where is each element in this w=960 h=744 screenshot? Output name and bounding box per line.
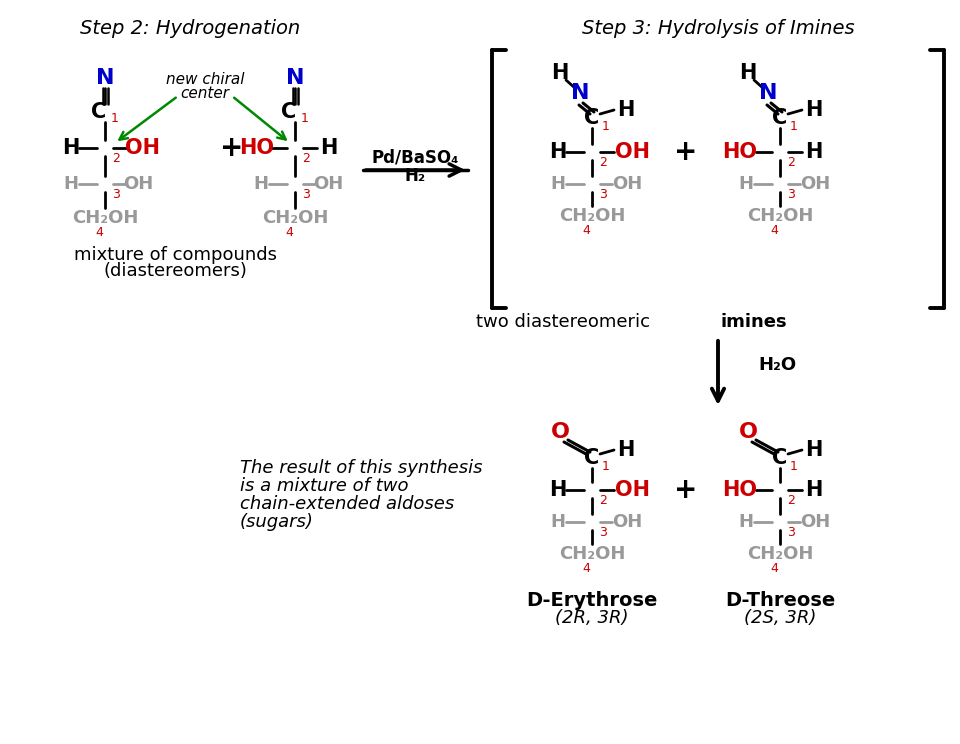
Text: H: H (550, 513, 565, 531)
Text: 2: 2 (599, 155, 607, 168)
Text: The result of this synthesis: The result of this synthesis (240, 459, 483, 477)
Text: HO: HO (723, 142, 757, 162)
Text: OH: OH (612, 513, 642, 531)
Text: +: + (220, 134, 244, 162)
Text: N: N (571, 83, 589, 103)
Text: OH: OH (126, 138, 160, 158)
Text: (sugars): (sugars) (240, 513, 314, 531)
Text: H: H (63, 175, 79, 193)
Text: center: center (180, 86, 229, 101)
Text: O: O (550, 422, 569, 442)
Text: 2: 2 (112, 152, 120, 164)
Text: 3: 3 (112, 187, 120, 200)
Text: H: H (805, 142, 823, 162)
Text: OH: OH (614, 142, 650, 162)
Text: OH: OH (123, 175, 154, 193)
Text: new chiral: new chiral (166, 72, 244, 88)
Text: 2: 2 (599, 493, 607, 507)
Text: HO: HO (723, 480, 757, 500)
Text: chain-extended aldoses: chain-extended aldoses (240, 495, 454, 513)
Text: CH₂OH: CH₂OH (747, 545, 813, 563)
Text: C: C (773, 448, 787, 468)
Text: H: H (805, 480, 823, 500)
Text: D-Threose: D-Threose (725, 591, 835, 609)
Text: 4: 4 (582, 223, 589, 237)
Text: H: H (550, 175, 565, 193)
Text: H₂: H₂ (404, 167, 425, 185)
Text: 4: 4 (770, 223, 778, 237)
Text: +: + (674, 138, 698, 166)
Text: H: H (551, 63, 568, 83)
Text: N: N (758, 83, 778, 103)
Text: C: C (585, 448, 600, 468)
Text: H₂O: H₂O (758, 356, 796, 374)
Text: 4: 4 (95, 225, 103, 239)
Text: 3: 3 (599, 187, 607, 200)
Text: 1: 1 (790, 120, 798, 132)
Text: 3: 3 (787, 525, 795, 539)
Text: H: H (738, 175, 754, 193)
Text: 3: 3 (787, 187, 795, 200)
Text: H: H (805, 440, 823, 460)
Text: 1: 1 (111, 112, 119, 126)
Text: 4: 4 (582, 562, 589, 574)
Text: 1: 1 (602, 120, 610, 132)
Text: H: H (738, 513, 754, 531)
Text: H: H (617, 100, 635, 120)
Text: C: C (91, 102, 107, 122)
Text: C: C (773, 108, 787, 128)
Text: H: H (805, 100, 823, 120)
Text: imines: imines (720, 313, 786, 331)
Text: 4: 4 (770, 562, 778, 574)
Text: Step 3: Hydrolysis of Imines: Step 3: Hydrolysis of Imines (582, 19, 854, 37)
Text: is a mixture of two: is a mixture of two (240, 477, 409, 495)
Text: C: C (281, 102, 297, 122)
Text: OH: OH (800, 513, 830, 531)
Text: C: C (585, 108, 600, 128)
Text: CH₂OH: CH₂OH (559, 207, 625, 225)
Text: 2: 2 (302, 152, 310, 164)
Text: CH₂OH: CH₂OH (747, 207, 813, 225)
Text: OH: OH (614, 480, 650, 500)
Text: +: + (674, 476, 698, 504)
Text: D-Erythrose: D-Erythrose (526, 591, 658, 609)
Text: H: H (62, 138, 80, 158)
Text: 2: 2 (787, 155, 795, 168)
Text: Step 2: Hydrogenation: Step 2: Hydrogenation (80, 19, 300, 37)
Text: (diastereomers): (diastereomers) (103, 262, 247, 280)
Text: N: N (286, 68, 304, 88)
Text: O: O (738, 422, 757, 442)
Text: 3: 3 (302, 187, 310, 200)
Text: OH: OH (800, 175, 830, 193)
Text: 3: 3 (599, 525, 607, 539)
Text: (2R, 3R): (2R, 3R) (555, 609, 629, 627)
Text: N: N (96, 68, 114, 88)
Text: H: H (549, 480, 566, 500)
Text: H: H (617, 440, 635, 460)
Text: OH: OH (313, 175, 343, 193)
Text: H: H (549, 142, 566, 162)
Text: HO: HO (239, 138, 275, 158)
Text: 1: 1 (790, 460, 798, 472)
Text: H: H (321, 138, 338, 158)
Text: 4: 4 (285, 225, 293, 239)
Text: mixture of compounds: mixture of compounds (74, 246, 276, 264)
Text: two diastereomeric: two diastereomeric (476, 313, 656, 331)
Text: OH: OH (612, 175, 642, 193)
Text: CH₂OH: CH₂OH (72, 209, 138, 227)
Text: 2: 2 (787, 493, 795, 507)
Text: CH₂OH: CH₂OH (262, 209, 328, 227)
Text: 1: 1 (602, 460, 610, 472)
Text: H: H (253, 175, 269, 193)
Text: Pd/BaSO₄: Pd/BaSO₄ (372, 149, 459, 167)
Text: CH₂OH: CH₂OH (559, 545, 625, 563)
Text: 1: 1 (301, 112, 309, 126)
Text: H: H (739, 63, 756, 83)
Text: (2S, 3R): (2S, 3R) (744, 609, 816, 627)
